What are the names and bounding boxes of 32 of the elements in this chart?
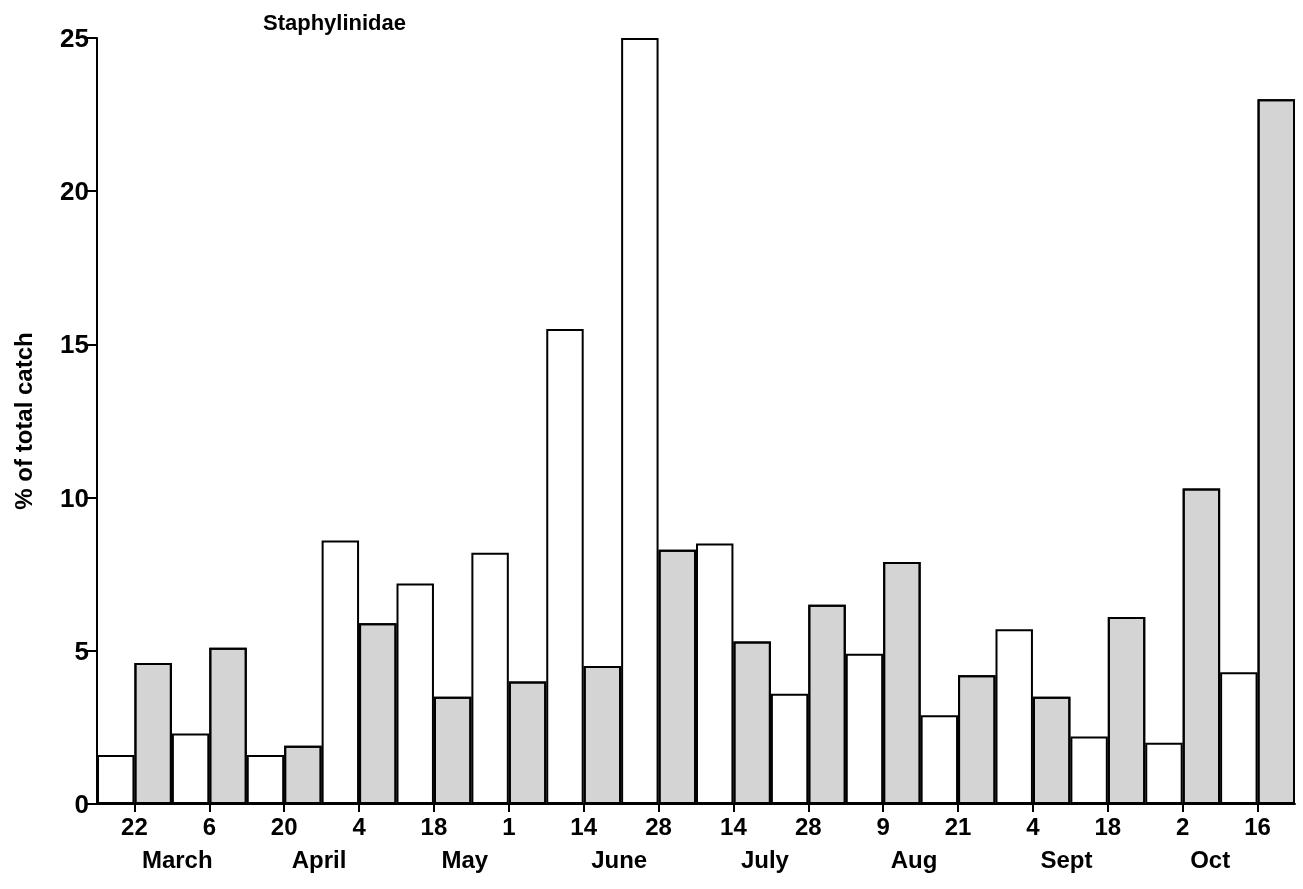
y-tick-label: 5 (74, 635, 89, 666)
x-tick-label: 14 (720, 812, 748, 840)
x-tick-label: 4 (352, 812, 367, 840)
text: April (291, 845, 347, 873)
text: Oct (1190, 845, 1231, 873)
x-tick-label: 9 (876, 812, 890, 840)
y-tick-label: 20 (60, 176, 89, 207)
y-tick-label: 15 (60, 329, 89, 360)
x-tick-label: 14 (570, 812, 598, 840)
text: June (591, 845, 648, 873)
text: May (441, 845, 489, 873)
y-axis-title: % of total catch (9, 332, 37, 510)
x-tick-label: 18 (1094, 812, 1122, 840)
x-tick-label: 2 (1176, 812, 1190, 840)
text: Sept (1040, 845, 1093, 873)
x-tick-label: 1 (502, 812, 516, 840)
chart-title: Staphylinidae (263, 9, 407, 35)
text: Aug (890, 845, 938, 873)
text: March (141, 845, 213, 873)
x-tick-label: 6 (202, 812, 216, 840)
y-tick-label: 25 (60, 23, 89, 53)
x-tick-label: 28 (645, 812, 672, 840)
x-tick-label: 4 (1026, 812, 1041, 840)
y-tick-label: 10 (60, 482, 89, 513)
x-tick-label: 22 (121, 812, 148, 840)
x-tick-label: 28 (794, 812, 822, 840)
x-tick-label: 18 (420, 812, 448, 840)
x-tick-label: 16 (1244, 812, 1271, 840)
x-tick-label: 20 (270, 812, 298, 840)
y-tick-label: 0 (74, 789, 89, 819)
x-tick-label: 21 (944, 812, 972, 840)
text: July (740, 845, 790, 873)
